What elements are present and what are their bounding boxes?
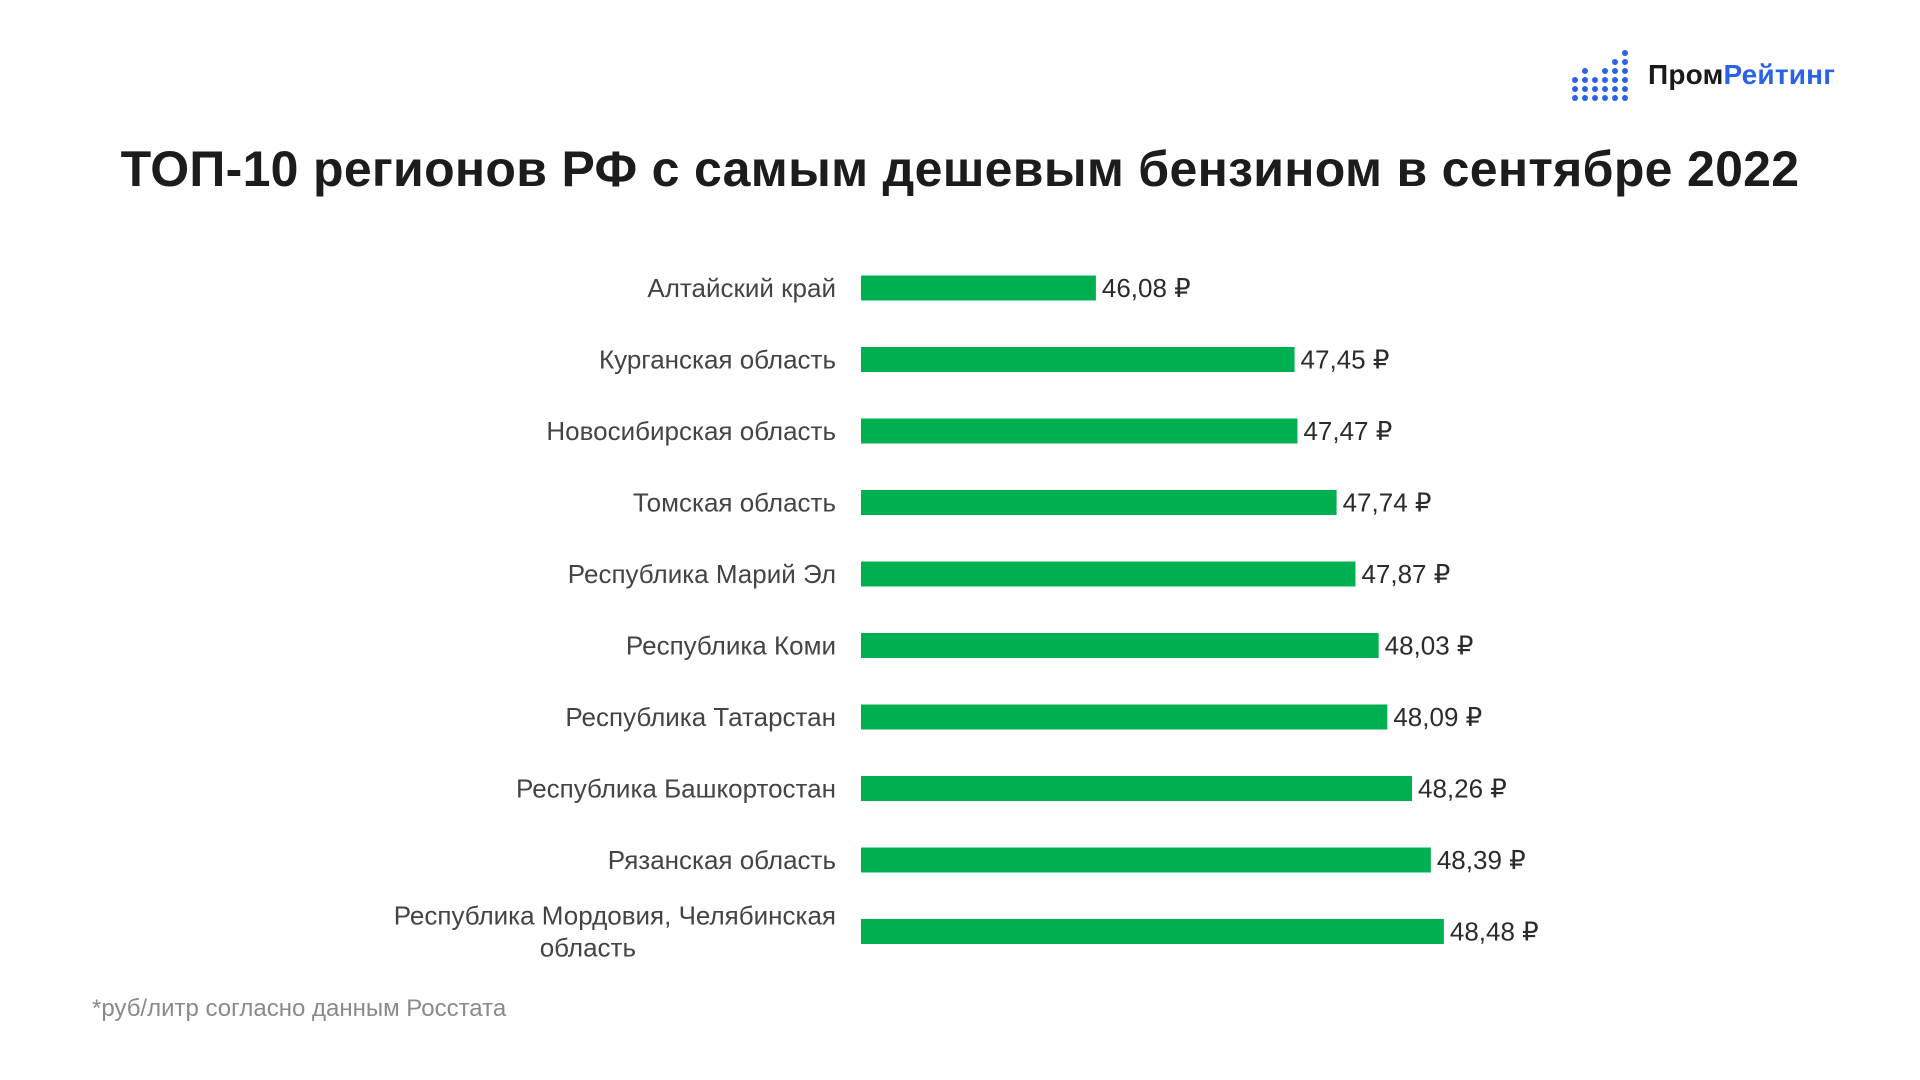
category-label: Рязанская область <box>608 845 836 875</box>
bar <box>861 776 1412 801</box>
bar-value-label: 48,03 ₽ <box>1385 631 1474 661</box>
category-label: Новосибирская область <box>546 416 836 446</box>
category-label: Республика Башкортостан <box>516 774 836 804</box>
bar <box>861 704 1388 730</box>
category-label: Алтайский край <box>647 273 836 303</box>
bar-value-label: 48,09 ₽ <box>1393 702 1482 732</box>
footnote: *руб/литр согласно данным Росстата <box>92 995 507 1022</box>
brand-name-part1: Пром <box>1648 59 1724 90</box>
bar <box>861 633 1379 658</box>
bar-value-label: 48,48 ₽ <box>1450 917 1539 947</box>
category-label: Республика Коми <box>626 631 836 661</box>
brand-name: ПромРейтинг <box>1648 59 1835 91</box>
category-label: Республика Мордовия, Челябинская область <box>394 901 836 963</box>
category-label: Республика Марий Эл <box>568 559 836 589</box>
category-label: Республика Татарстан <box>565 702 836 732</box>
bar-value-label: 48,26 ₽ <box>1418 774 1507 804</box>
bar-value-label: 46,08 ₽ <box>1102 273 1191 303</box>
bar <box>861 561 1356 587</box>
bar-value-label: 47,45 ₽ <box>1301 345 1390 375</box>
bar <box>861 490 1337 515</box>
bar <box>861 347 1295 372</box>
category-label-line: область <box>540 933 636 963</box>
category-label: Томская область <box>633 488 836 518</box>
bar <box>861 919 1444 944</box>
category-label: Курганская область <box>599 345 836 375</box>
category-label-line: Республика Мордовия, Челябинская <box>394 901 836 931</box>
chart-title: ТОП-10 регионов РФ с самым дешевым бензи… <box>120 141 1800 197</box>
brand-logo: ПромРейтинг <box>1570 40 1835 110</box>
bar <box>861 847 1431 873</box>
bar-dots-logo-icon <box>1572 50 1628 101</box>
bar-value-label: 47,74 ₽ <box>1343 488 1432 518</box>
bar <box>861 275 1096 301</box>
brand-name-part2: Рейтинг <box>1723 59 1836 90</box>
bar <box>861 418 1298 444</box>
bar-value-label: 47,87 ₽ <box>1361 559 1450 589</box>
bar-value-label: 48,39 ₽ <box>1437 845 1526 875</box>
bar-value-label: 47,47 ₽ <box>1303 416 1392 446</box>
